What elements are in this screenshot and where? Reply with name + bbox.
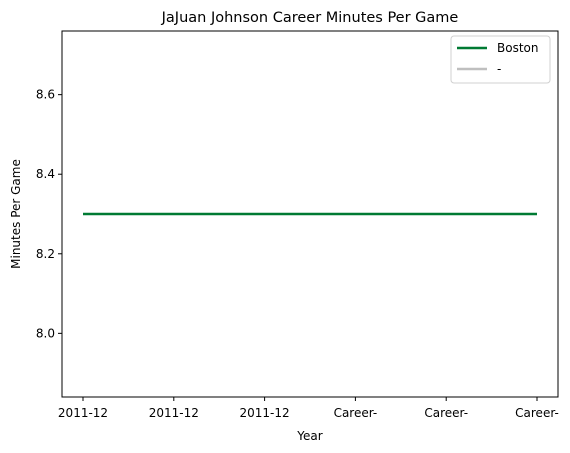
x-tick-label: 2011-12	[149, 406, 199, 420]
legend-label-dash: -	[497, 62, 501, 76]
x-axis-label: Year	[296, 429, 322, 443]
legend-label-boston: Boston	[497, 41, 538, 55]
x-tick-label: Career-	[424, 406, 468, 420]
legend: Boston -	[450, 35, 551, 84]
y-tick-label: 8.6	[36, 88, 55, 102]
x-axis: 2011-12 2011-12 2011-12 Career- Career- Caree…	[58, 397, 559, 420]
y-tick-label: 8.4	[36, 167, 55, 181]
x-tick-label: Career-	[515, 406, 559, 420]
y-tick-label: 8.0	[36, 326, 55, 340]
y-axis-label: Minutes Per Game	[9, 159, 23, 269]
y-tick-label: 8.2	[36, 247, 55, 261]
x-tick-label: 2011-12	[240, 406, 290, 420]
chart-title: JaJuan Johnson Career Minutes Per Game	[161, 10, 459, 26]
x-tick-label: 2011-12	[58, 406, 108, 420]
x-tick-label: Career-	[334, 406, 378, 420]
y-axis: 8.0 8.2 8.4 8.6	[36, 88, 62, 340]
